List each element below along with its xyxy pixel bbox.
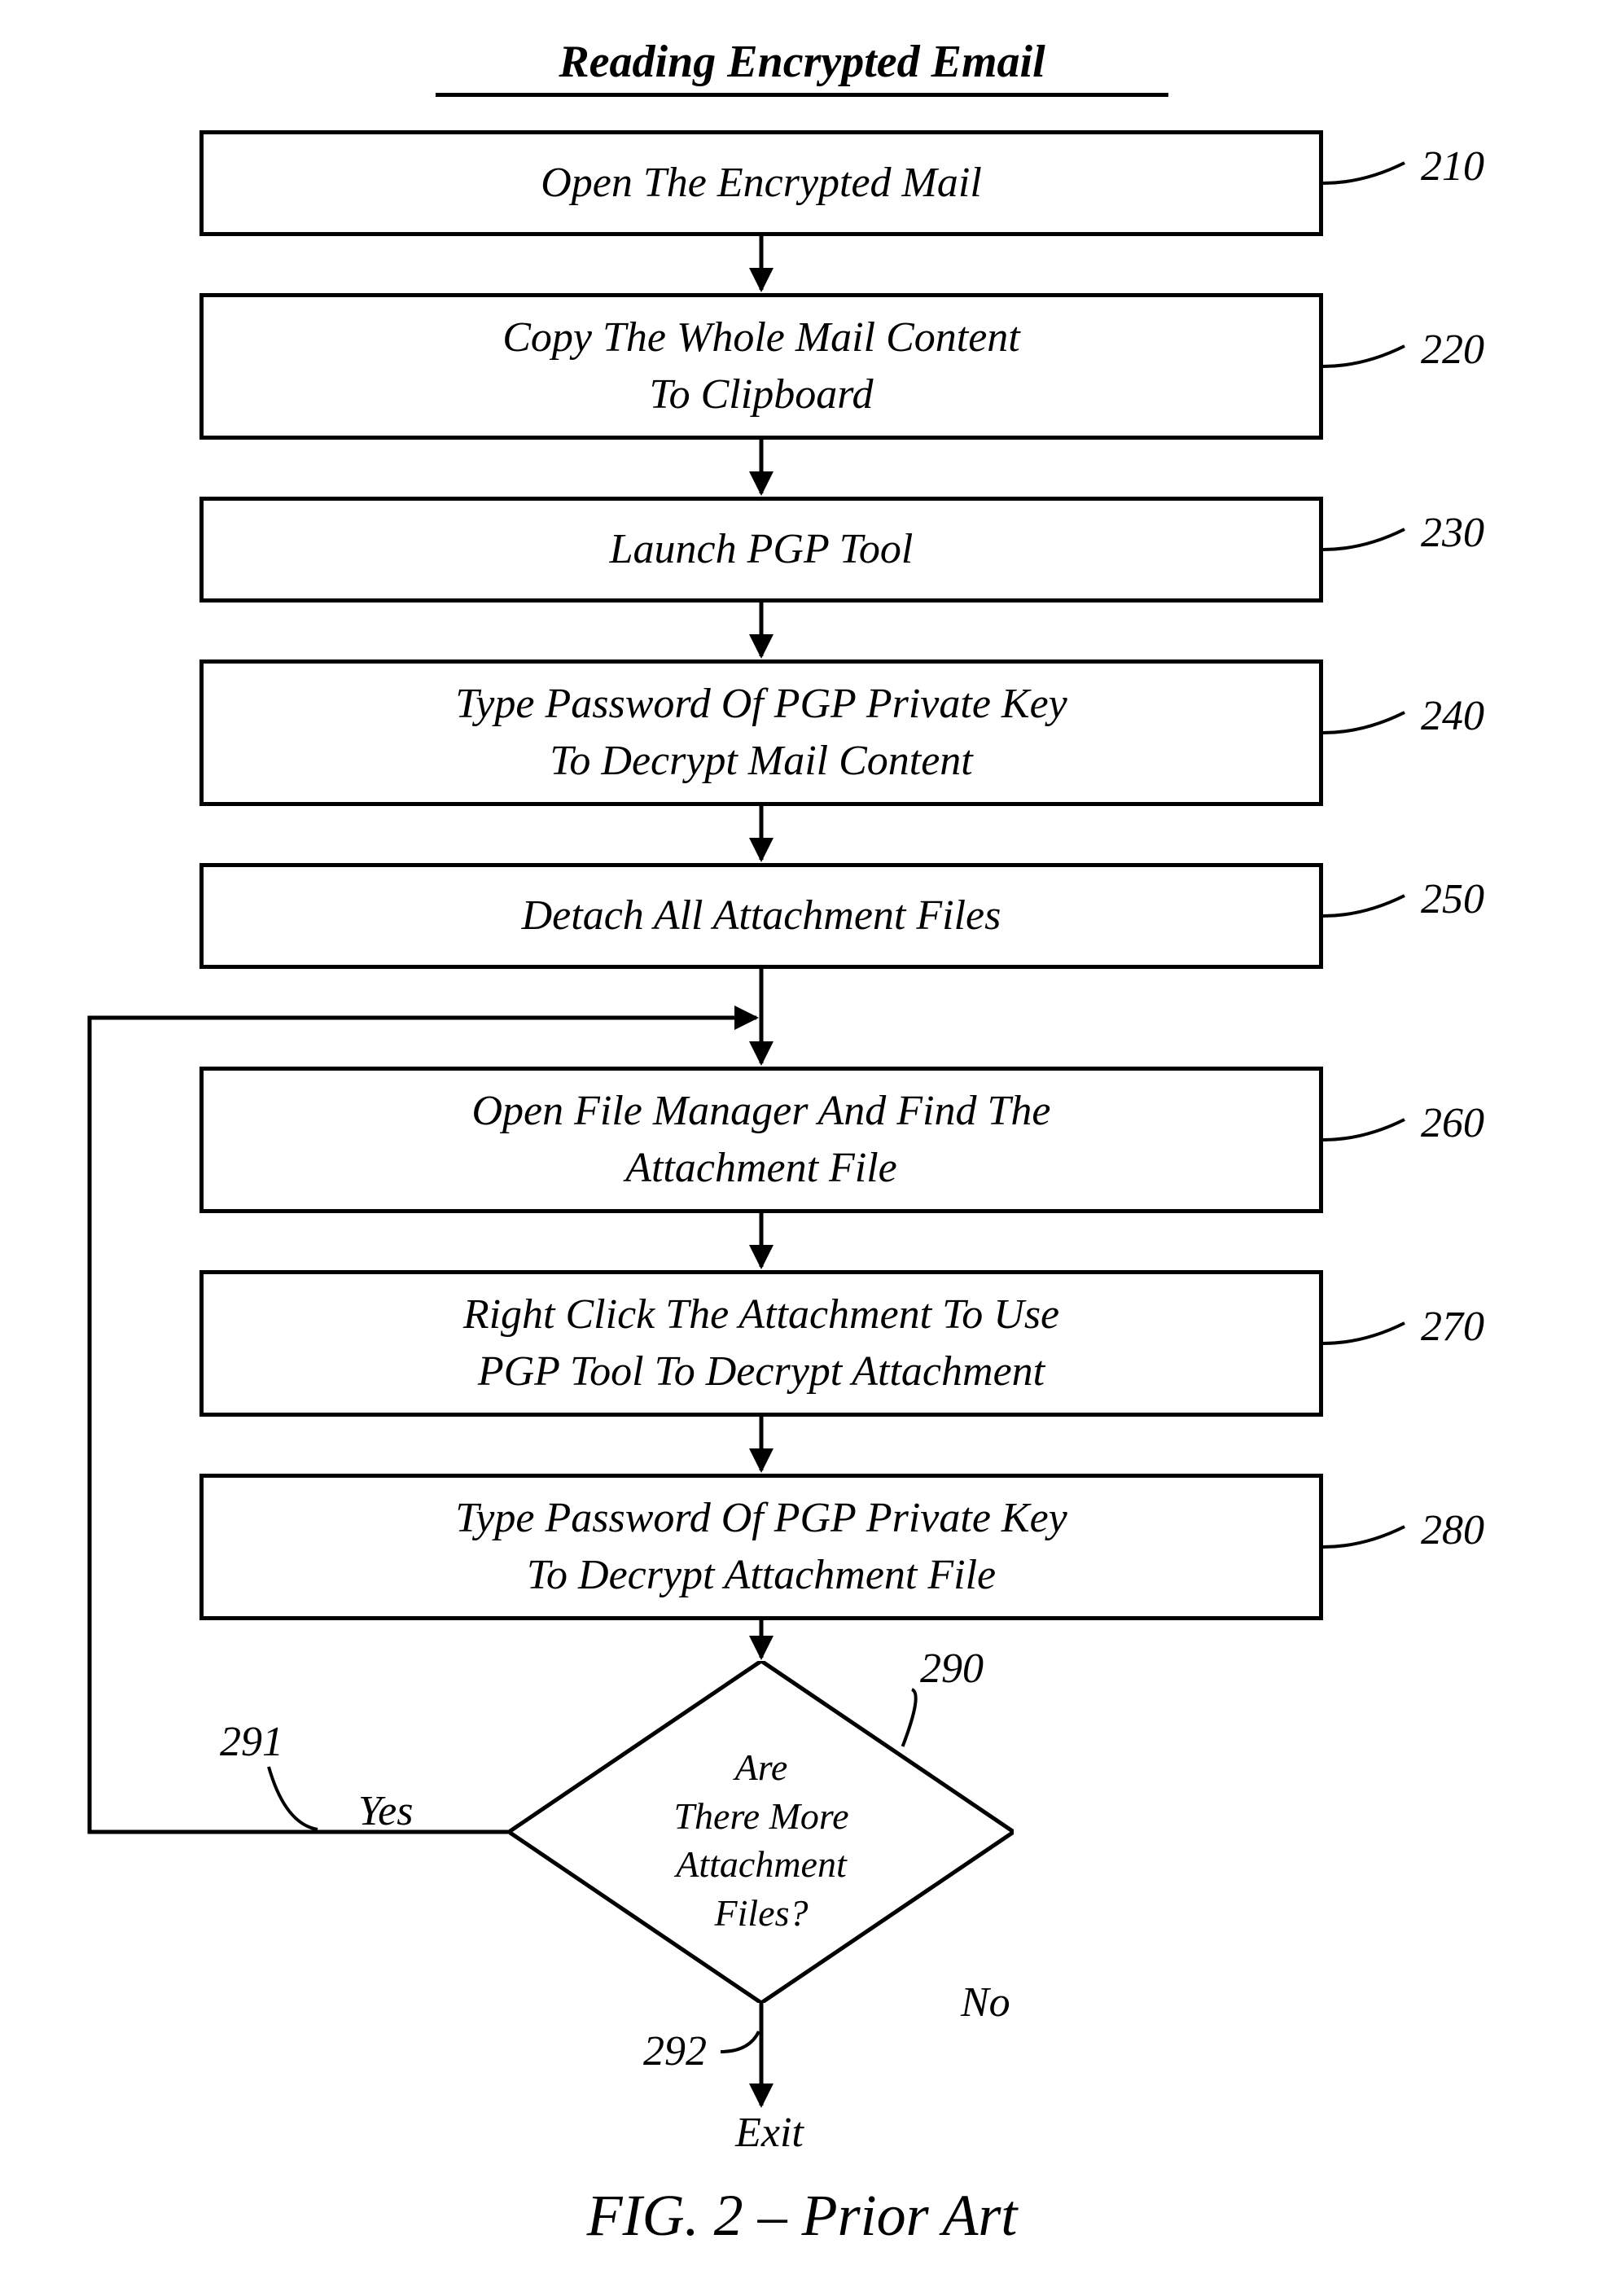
process-box-240: Type Password Of PGP Private KeyTo Decry… [199,659,1323,806]
process-box-280: Type Password Of PGP Private KeyTo Decry… [199,1474,1323,1620]
ref-label-250: 250 [1421,875,1484,923]
ref-label-280: 280 [1421,1506,1484,1554]
ref-label-260: 260 [1421,1099,1484,1147]
decision-diamond: AreThere MoreAttachmentFiles? [509,1661,1014,2003]
decision-text: AreThere MoreAttachmentFiles? [509,1743,1014,1938]
exit-label: Exit [704,2109,835,2157]
process-box-220: Copy The Whole Mail ContentTo Clipboard [199,293,1323,440]
edge-label-no: No [961,1978,1010,2027]
ref-label-270: 270 [1421,1303,1484,1351]
edge-label-yes: Yes [358,1787,413,1835]
process-box-270: Right Click The Attachment To UsePGP Too… [199,1270,1323,1417]
ref-label-210: 210 [1421,142,1484,191]
ref-label-292: 292 [643,2027,707,2075]
process-box-210: Open The Encrypted Mail [199,130,1323,236]
flowchart-stage: Reading Encrypted Email Open The Encrypte… [0,0,1604,2296]
ref-label-220: 220 [1421,326,1484,374]
process-box-250: Detach All Attachment Files [199,863,1323,969]
process-box-230: Launch PGP Tool [199,497,1323,602]
ref-label-240: 240 [1421,692,1484,740]
ref-label-230: 230 [1421,509,1484,557]
ref-label-290: 290 [920,1645,984,1693]
process-box-260: Open File Manager And Find TheAttachment… [199,1067,1323,1213]
diagram-title: Reading Encrypted Email [436,36,1168,97]
ref-label-291: 291 [220,1718,283,1766]
figure-caption: FIG. 2 – Prior Art [354,2182,1250,2250]
